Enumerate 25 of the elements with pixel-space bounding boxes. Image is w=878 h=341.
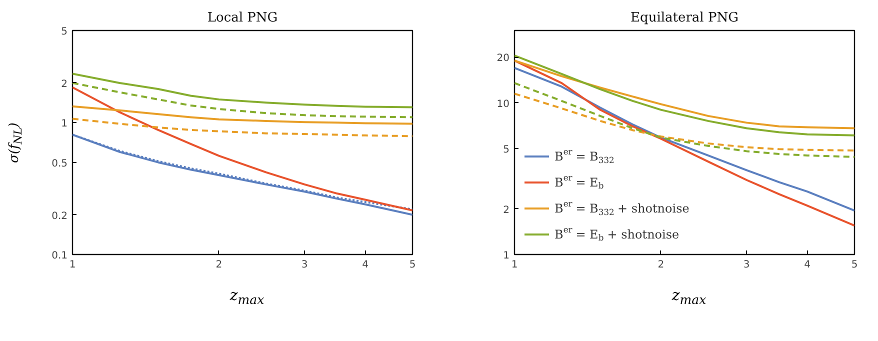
x-tick-label: 3: [301, 260, 308, 270]
x-tick-label: 3: [743, 260, 750, 270]
y-tick-label: 10: [496, 98, 510, 110]
y-tick-label: 2: [61, 78, 68, 90]
y-tick-label: 2: [503, 204, 510, 216]
x-tick-label: 1: [511, 260, 518, 270]
chart-title: Equilateral PNG: [630, 10, 738, 26]
y-tick-label: 5: [61, 26, 68, 38]
x-tick-label: 5: [851, 260, 858, 270]
x-tick-label: 2: [658, 260, 664, 270]
y-tick-label: 0.5: [52, 158, 68, 170]
x-axis-title: z$_{max}$: [230, 285, 264, 309]
x-tick-label: 1: [69, 260, 76, 270]
x-axis-title: z$_{max}$: [672, 285, 706, 309]
chart-title: Local PNG: [207, 10, 278, 26]
x-tick-label: 4: [362, 260, 369, 270]
y-tick-label: 1: [61, 118, 68, 130]
y-tick-label: 0.2: [52, 210, 68, 222]
x-tick-label: 5: [409, 260, 416, 270]
y-tick-label: 20: [496, 53, 510, 64]
x-tick-label: 2: [216, 260, 222, 270]
y-tick-label: 5: [503, 144, 510, 156]
y-tick-label: 1: [503, 250, 510, 262]
y-tick-label: 0.1: [52, 250, 68, 262]
x-tick-label: 4: [804, 260, 811, 270]
